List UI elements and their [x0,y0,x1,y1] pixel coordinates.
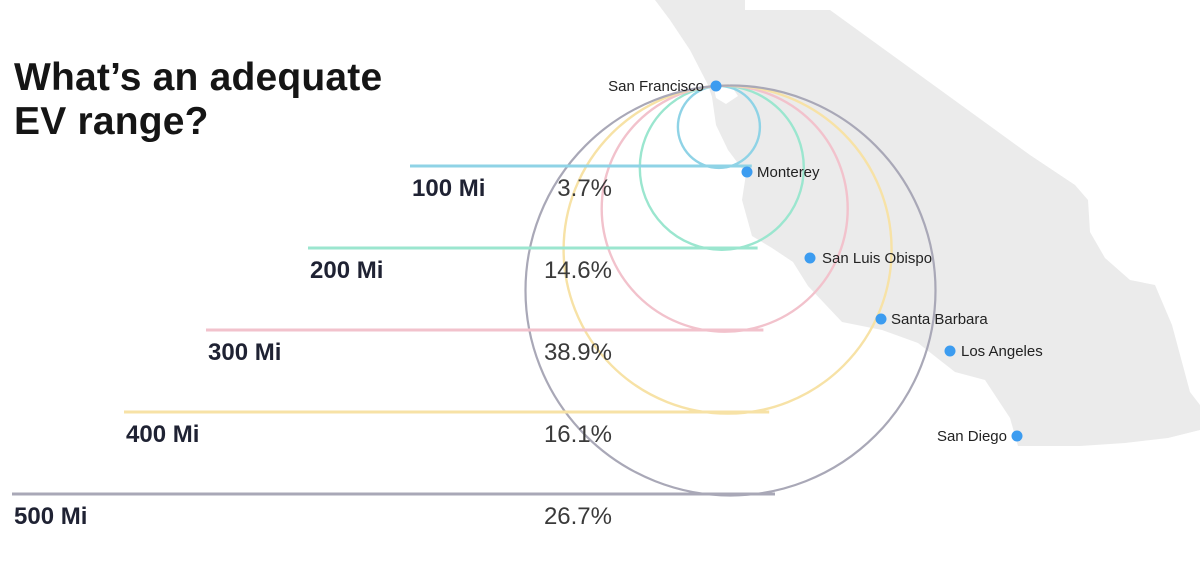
city-dot-monterey [741,166,753,178]
city-dot-san-francisco [710,80,722,92]
city-dot-santa-barbara [875,313,887,325]
range-pct-300: 38.9% [544,339,612,366]
city-dot-san-diego [1011,430,1023,442]
city-label-san-francisco: San Francisco [608,78,704,95]
city-label-monterey: Monterey [757,164,820,181]
range-label-500: 500 Mi [14,503,87,530]
title-line-2: EV range? [14,100,209,143]
california-map-shape [655,0,1200,446]
city-markers: San Francisco Monterey San Luis Obispo Sant… [608,78,1043,445]
city-label-san-diego: San Diego [937,428,1007,445]
city-dot-san-luis-obispo [804,252,816,264]
city-label-san-luis-obispo: San Luis Obispo [822,250,932,267]
range-bars: 100 Mi 3.7% 200 Mi 14.6% 300 Mi 38.9% 400 Mi 16… [12,164,776,530]
chart-title: What’s an adequate EV range? [14,56,382,144]
range-pct-400: 16.1% [544,421,612,448]
range-pct-500: 26.7% [544,503,612,530]
range-pct-100: 3.7% [557,175,612,202]
city-label-santa-barbara: Santa Barbara [891,311,988,328]
city-label-los-angeles: Los Angeles [961,343,1043,360]
range-label-300: 300 Mi [208,339,281,366]
range-label-200: 200 Mi [310,257,383,284]
city-dot-los-angeles [944,345,956,357]
title-line-1: What’s an adequate [14,56,383,99]
range-label-400: 400 Mi [126,421,199,448]
range-label-100: 100 Mi [412,175,485,202]
range-pct-200: 14.6% [544,257,612,284]
california-map [655,0,1200,446]
